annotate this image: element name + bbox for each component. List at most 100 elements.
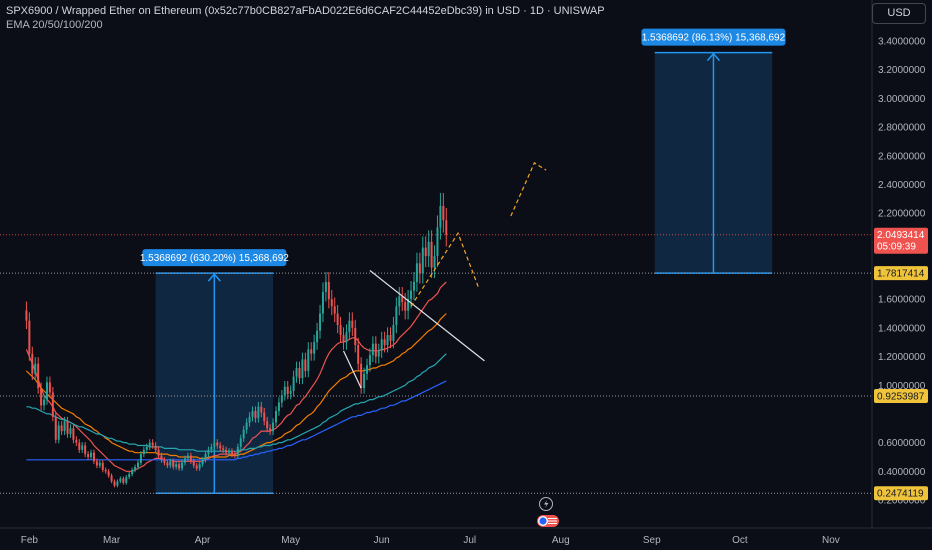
candle-body	[90, 452, 93, 457]
candle	[37, 357, 40, 394]
candle	[233, 451, 236, 459]
x-tick-label: Jul	[463, 535, 476, 546]
candle	[286, 381, 289, 400]
candle-body	[175, 464, 178, 468]
candle-body	[371, 343, 374, 356]
x-tick-label: Jun	[374, 535, 390, 546]
candle	[48, 376, 51, 398]
last-price-label: 2.0493414	[877, 230, 925, 241]
candle-body	[154, 445, 157, 450]
candle-body	[198, 464, 201, 469]
candle	[192, 458, 195, 469]
y-tick-label: 2.2000000	[878, 209, 926, 220]
candle-body	[260, 406, 263, 413]
candle	[28, 312, 31, 361]
lightning-icon[interactable]	[539, 497, 553, 511]
candle-body	[192, 461, 195, 466]
candle-body	[87, 454, 90, 457]
measure-label-box	[641, 28, 786, 46]
candle	[398, 287, 401, 316]
candle-body	[136, 462, 139, 468]
candle	[98, 460, 101, 469]
y-tick-label: 1.6000000	[878, 295, 926, 306]
candle	[204, 451, 207, 463]
candle	[172, 458, 175, 470]
candle	[136, 460, 139, 470]
candle	[128, 472, 131, 480]
candle-body	[63, 421, 66, 432]
y-tick-label: 3.2000000	[878, 65, 926, 76]
candle	[122, 476, 125, 485]
candle-body	[410, 290, 413, 300]
y-tick-label: 3.0000000	[878, 94, 926, 105]
candle	[142, 446, 145, 458]
candle-body	[57, 425, 60, 440]
us-flag-icon[interactable]	[537, 515, 559, 527]
candle	[342, 327, 345, 350]
candle	[439, 193, 442, 240]
candle-body	[283, 386, 286, 396]
candle	[54, 412, 57, 444]
candle	[183, 455, 186, 466]
candle-body	[139, 454, 142, 463]
currency-button[interactable]: USD	[872, 3, 926, 24]
level-tag-label: 0.9253987	[877, 391, 925, 402]
candle-body	[392, 325, 395, 341]
time-axis: Feb Mar Apr May Jun Jul Aug Sep Oct Nov	[21, 535, 840, 546]
candle	[319, 304, 322, 339]
descending-trendline	[369, 270, 485, 362]
projected-path-2	[510, 162, 547, 217]
candle	[148, 439, 151, 451]
candle-body	[131, 469, 134, 475]
candle-body	[163, 459, 166, 463]
candle-body	[228, 451, 231, 453]
candle-body	[304, 359, 307, 371]
candle-body	[269, 428, 272, 432]
candle	[239, 434, 242, 451]
measure-arrow-head	[706, 52, 721, 62]
candle	[210, 443, 213, 453]
candle-body	[151, 442, 154, 446]
candle	[151, 439, 154, 449]
candle-body	[395, 306, 398, 326]
candle-body	[286, 386, 289, 394]
candle-body	[274, 411, 277, 423]
candle	[266, 416, 269, 433]
candle-body	[254, 411, 257, 419]
candle-body	[257, 406, 260, 419]
candle	[368, 348, 371, 372]
candle	[125, 474, 128, 485]
candle	[242, 425, 245, 442]
candle-body	[216, 442, 219, 446]
candle	[95, 458, 98, 469]
candle	[304, 352, 307, 378]
x-tick-label: Apr	[195, 535, 211, 546]
candle	[92, 449, 95, 464]
indicator-legend[interactable]: EMA 20/50/100/200	[6, 19, 103, 31]
candle-body	[348, 320, 351, 333]
y-tick-label: 1.2000000	[878, 352, 926, 363]
x-tick-label: Feb	[21, 535, 39, 546]
candle-body	[101, 462, 104, 470]
candle	[269, 424, 272, 436]
candle-body	[104, 469, 107, 472]
candle	[198, 461, 201, 471]
candle-body	[54, 416, 57, 440]
candle	[119, 476, 122, 484]
candle	[354, 319, 357, 353]
candle-body	[142, 449, 145, 455]
candle-body	[339, 325, 342, 336]
level-tag-label: 0.2474119	[877, 489, 924, 500]
candle-body	[289, 390, 292, 394]
short-trendline	[342, 350, 362, 389]
candle	[78, 439, 81, 453]
candle-body	[412, 281, 415, 291]
candle-body	[445, 220, 448, 235]
candle	[310, 342, 313, 361]
y-tick-label: 0.6000000	[878, 438, 926, 449]
candle-body	[427, 241, 430, 257]
candle-body	[25, 310, 28, 321]
measure-label: 1.5368692 (630.20%) 15,368,692	[140, 253, 289, 264]
last-price-tag	[874, 227, 928, 254]
